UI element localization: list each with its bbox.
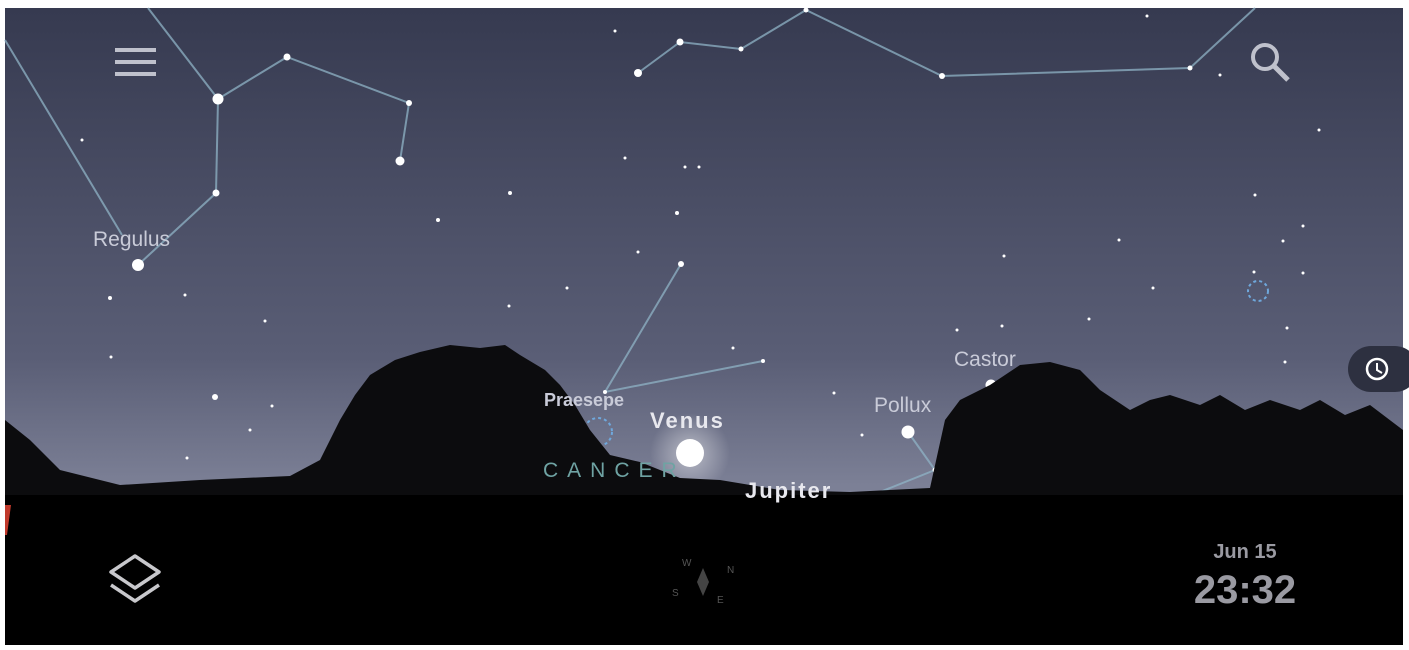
star-label: Praesepe	[544, 390, 624, 410]
star-label: Pollux	[874, 394, 932, 417]
compass-letter: S	[672, 588, 679, 599]
history-button[interactable]	[1348, 346, 1409, 392]
compass-letter: W	[682, 558, 692, 569]
planet-label: Venus	[650, 408, 725, 433]
sky-view: Regulus Praesepe Venus Jupiter Pollux Ca…	[0, 0, 1409, 650]
compass-letter: N	[727, 565, 734, 576]
compass-letter: E	[717, 595, 724, 606]
star-label: Regulus	[93, 228, 170, 251]
time: 23:32	[1194, 568, 1296, 612]
star-label: Castor	[954, 348, 1016, 371]
date: Jun 15	[1213, 541, 1276, 563]
constellation-label: CANCER	[543, 459, 686, 482]
planet-label: Jupiter	[745, 478, 832, 503]
